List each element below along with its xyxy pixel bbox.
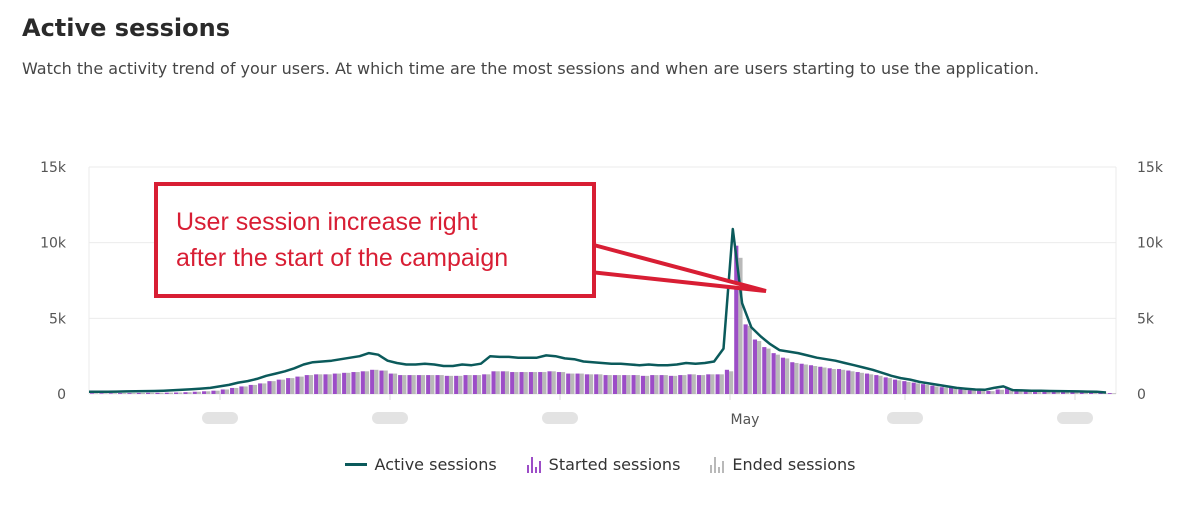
y-axis-right: 0 5k 10k 15k	[1137, 160, 1164, 403]
page-title: Active sessions	[22, 14, 230, 42]
y-tick-label: 15k	[1137, 160, 1164, 176]
y-tick-label: 15k	[40, 160, 67, 176]
y-tick-label: 5k	[49, 311, 67, 327]
annotation-callout: User session increase right after the st…	[154, 182, 596, 298]
annotation-line-1: User session increase right	[176, 208, 478, 236]
legend-label-started: Started sessions	[548, 455, 681, 474]
bar-chart-icon-ended	[710, 456, 725, 473]
bar-chart-icon-started	[526, 456, 541, 473]
session-bars	[90, 245, 1116, 394]
y-tick-label: 5k	[1137, 311, 1155, 327]
x-axis: May	[202, 394, 1093, 428]
legend-label-active: Active sessions	[374, 455, 497, 474]
x-tick-label-blurred	[202, 412, 238, 424]
legend-item-active-sessions[interactable]: Active sessions	[344, 455, 497, 474]
active-sessions-line	[89, 227, 1107, 394]
legend-label-ended: Ended sessions	[732, 455, 856, 474]
annotation-text: User session increase right after the st…	[176, 204, 508, 276]
x-tick-label-blurred	[887, 412, 923, 424]
y-tick-label: 0	[57, 387, 66, 403]
y-axis-left: 0 5k 10k 15k	[40, 160, 67, 403]
y-tick-label: 10k	[40, 236, 67, 252]
x-tick-label-blurred	[1057, 412, 1093, 424]
chart-legend: Active sessions Started sessions Ended s…	[0, 455, 1200, 474]
legend-item-ended-sessions[interactable]: Ended sessions	[710, 455, 855, 474]
x-tick-label-blurred	[542, 412, 578, 424]
line-icon	[344, 463, 367, 466]
y-tick-label: 10k	[1137, 236, 1164, 252]
x-tick-label-blurred	[372, 412, 408, 424]
x-tick-label: May	[731, 412, 760, 428]
annotation-line-2: after the start of the campaign	[176, 244, 509, 272]
page-description: Watch the activity trend of your users. …	[22, 59, 1040, 78]
y-tick-label: 0	[1137, 387, 1146, 403]
legend-item-started-sessions[interactable]: Started sessions	[526, 455, 681, 474]
